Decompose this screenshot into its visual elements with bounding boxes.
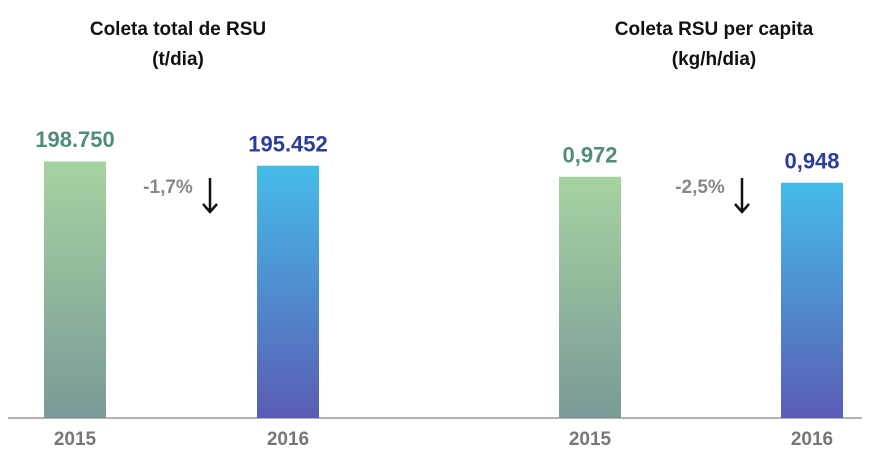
arrow-icon	[202, 178, 218, 214]
value-label: 0,972	[562, 143, 617, 168]
annotation: -1,7%	[143, 177, 193, 198]
bar	[257, 165, 319, 418]
x-tick-label: 2015	[54, 429, 97, 450]
value-label: 198.750	[35, 127, 115, 152]
x-tick-label: 2015	[569, 429, 612, 450]
bar	[559, 176, 621, 418]
chart-subtitle: (t/dia)	[152, 49, 204, 70]
chart-subtitle: (kg/h/dia)	[672, 49, 756, 70]
arrow-icon	[734, 178, 750, 214]
x-tick-label: 2016	[791, 429, 833, 450]
chart-title: Coleta total de RSU	[90, 19, 266, 40]
value-label: 0,948	[784, 149, 839, 174]
x-tick-label: 2016	[267, 429, 309, 450]
bar	[781, 182, 843, 418]
chart-title: Coleta RSU per capita	[615, 19, 814, 40]
bar	[44, 161, 106, 418]
annotation: -2,5%	[675, 177, 725, 198]
value-label: 195.452	[248, 132, 328, 157]
